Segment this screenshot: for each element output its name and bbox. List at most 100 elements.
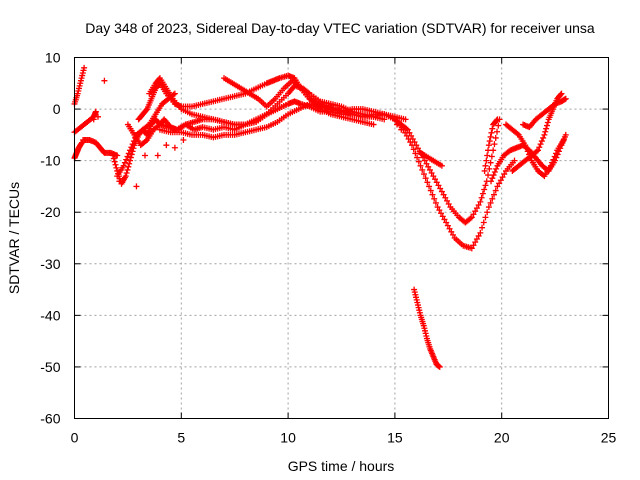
data-point [473, 205, 480, 212]
data-point [434, 204, 441, 211]
data-point [432, 176, 439, 183]
data-point [491, 191, 498, 198]
data-point [486, 138, 493, 145]
data-point [170, 91, 177, 98]
series-track-a [71, 64, 88, 107]
y-tick-label: -30 [40, 256, 60, 272]
data-point [437, 185, 444, 192]
data-point [470, 242, 477, 249]
data-point [414, 154, 421, 161]
data-point [549, 159, 556, 166]
x-tick-label: 20 [494, 430, 510, 446]
data-point [480, 219, 487, 226]
data-point [550, 156, 557, 163]
data-point [101, 77, 108, 84]
data-point [419, 166, 426, 173]
data-point [542, 128, 549, 135]
data-point [487, 199, 494, 206]
data-point [407, 139, 414, 146]
data-point [285, 100, 292, 107]
data-point [398, 126, 405, 133]
data-point [133, 183, 140, 190]
y-tick-label: -60 [40, 411, 60, 427]
series-track-p [502, 121, 567, 180]
series-track-j [221, 75, 409, 123]
data-point [482, 214, 489, 221]
data-point [111, 158, 118, 165]
data-point [128, 144, 135, 151]
data-point [412, 150, 419, 157]
y-tick-label: -40 [40, 307, 60, 323]
data-point [499, 174, 506, 181]
series-track-k [114, 90, 178, 180]
data-point [524, 148, 531, 155]
plot-frame [74, 57, 609, 419]
data-point [492, 187, 499, 194]
data-point [426, 183, 433, 190]
data-point [488, 178, 495, 185]
data-point [121, 159, 128, 166]
data-point [142, 138, 149, 145]
data-point [394, 121, 401, 128]
data-point [403, 132, 410, 139]
data-point [171, 90, 178, 97]
data-point [415, 158, 422, 165]
data-point [484, 209, 491, 216]
data-point [130, 138, 137, 145]
data-point [496, 180, 503, 187]
data-point [402, 116, 409, 123]
data-point [141, 152, 148, 159]
data-point [475, 232, 482, 239]
data-point [558, 90, 565, 97]
data-point [493, 165, 500, 172]
data-point [425, 163, 432, 170]
y-tick-label: -10 [40, 153, 60, 169]
series-track-r [481, 116, 501, 174]
data-point [468, 245, 475, 252]
data-point [92, 108, 99, 115]
x-tick-labels: 0 5 10 15 20 25 [71, 430, 617, 446]
data-point [527, 154, 534, 161]
data-point [405, 135, 412, 142]
data-point [154, 152, 161, 159]
data-point [495, 122, 502, 129]
data-point [442, 194, 449, 201]
data-point [90, 116, 97, 123]
data-point [171, 144, 178, 151]
data-point [562, 95, 569, 102]
data-point [501, 171, 508, 178]
data-point [438, 210, 445, 217]
data-point [144, 122, 151, 129]
y-axis-label: SDTVAR / TECUs [6, 182, 22, 294]
data-point [432, 199, 439, 206]
chart-title: Day 348 of 2023, Sidereal Day-to-day VTE… [85, 20, 595, 36]
data-point [488, 153, 495, 160]
data-point [402, 129, 409, 136]
data-point [436, 363, 443, 370]
data-point [414, 145, 421, 152]
data-point [428, 170, 435, 177]
data-point [485, 142, 492, 149]
data-point [490, 147, 497, 154]
data-point [441, 216, 448, 223]
data-point [481, 167, 488, 174]
data-point [370, 121, 377, 128]
data-point [436, 207, 443, 214]
data-point [523, 145, 530, 152]
data-point [472, 239, 479, 246]
data-point [478, 194, 485, 201]
data-point [422, 175, 429, 182]
x-tick-label: 25 [601, 430, 617, 446]
data-point [489, 195, 496, 202]
data-point [94, 113, 101, 120]
data-point [544, 119, 551, 126]
data-point [492, 134, 499, 141]
data-point [116, 178, 123, 185]
data-point [538, 138, 545, 145]
data-point [420, 171, 427, 178]
data-point [410, 146, 417, 153]
data-point [431, 195, 438, 202]
data-point [381, 116, 388, 123]
data-point [479, 190, 486, 197]
